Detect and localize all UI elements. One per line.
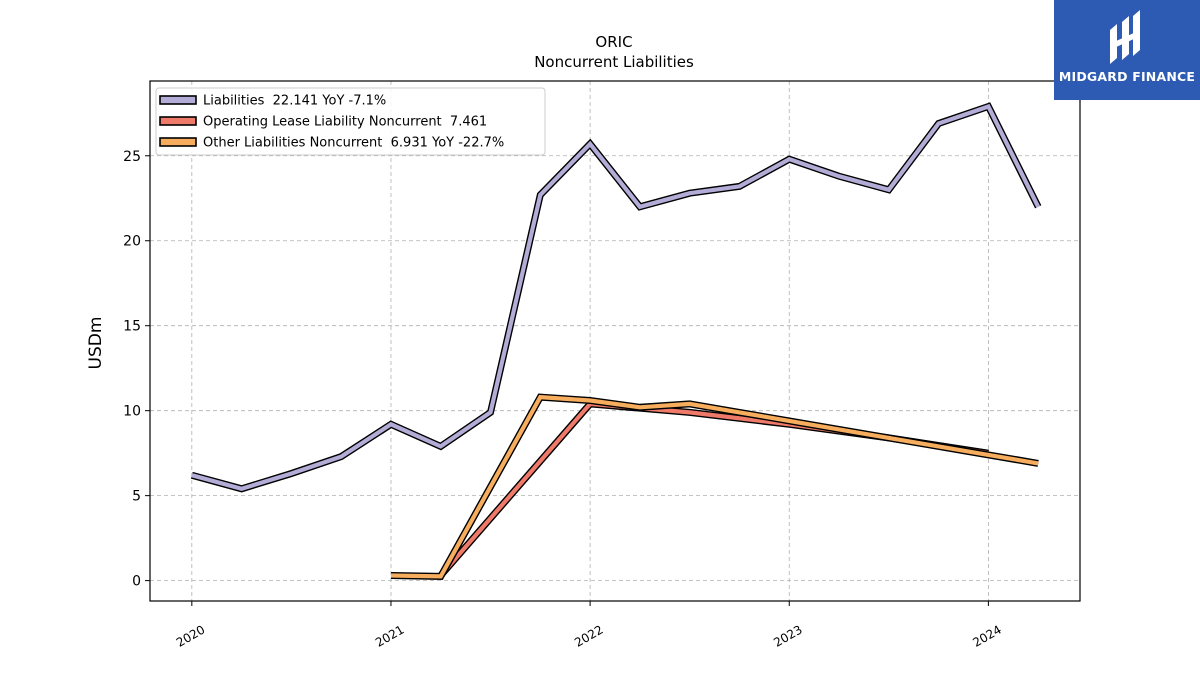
grid-lines bbox=[150, 81, 1080, 601]
legend-label: Other Liabilities Noncurrent 6.931 YoY -… bbox=[203, 136, 504, 151]
legend-entry: Operating Lease Liability Noncurrent 7.4… bbox=[159, 115, 487, 130]
y-tick-label: 10 bbox=[123, 404, 141, 420]
y-tick-label: 20 bbox=[123, 234, 141, 250]
legend-swatch bbox=[159, 116, 197, 126]
x-tick-label: 2024 bbox=[970, 622, 1003, 649]
legend-label: Liabilities 22.141 YoY -7.1% bbox=[203, 94, 386, 109]
y-tick-label: 0 bbox=[132, 574, 141, 590]
legend-swatch bbox=[159, 95, 197, 105]
legend-box bbox=[155, 87, 546, 156]
legend-label: Operating Lease Liability Noncurrent 7.4… bbox=[203, 115, 487, 130]
series-line-fill bbox=[191, 103, 1041, 491]
y-axis-ticks: 0 5 10 15 20 25 bbox=[123, 149, 150, 590]
y-tick-label: 15 bbox=[123, 319, 141, 335]
series-line-fill bbox=[390, 394, 1039, 579]
x-axis-ticks: 2020 2021 2022 2023 2024 bbox=[174, 601, 1004, 650]
x-tick-label: 2021 bbox=[373, 622, 406, 649]
plot-frame bbox=[149, 80, 1081, 602]
midgard-logo-icon bbox=[1110, 10, 1140, 64]
series-line-outline bbox=[390, 393, 1039, 580]
x-tick-label: 2020 bbox=[174, 622, 207, 649]
chart-subtitle: Noncurrent Liabilities bbox=[534, 53, 694, 71]
series-line-outline bbox=[190, 102, 1042, 493]
y-axis-label: USDm bbox=[86, 317, 106, 370]
legend-entry: Liabilities 22.141 YoY -7.1% bbox=[159, 94, 386, 109]
y-tick-label: 5 bbox=[132, 489, 141, 505]
x-tick-label: 2022 bbox=[572, 622, 605, 649]
brand-name: MIDGARD FINANCE bbox=[1058, 69, 1196, 84]
legend-swatch bbox=[159, 137, 197, 147]
y-tick-label: 25 bbox=[123, 149, 141, 165]
series-line bbox=[190, 102, 1042, 493]
brand-logo: MIDGARD FINANCE bbox=[1054, 0, 1200, 100]
legend: Liabilities 22.141 YoY -7.1% Operating Le… bbox=[155, 87, 546, 156]
chart-title: ORIC bbox=[595, 33, 632, 51]
legend-entry: Other Liabilities Noncurrent 6.931 YoY -… bbox=[159, 136, 504, 151]
series-line bbox=[390, 393, 1039, 580]
series-lines bbox=[190, 102, 1042, 580]
x-tick-label: 2023 bbox=[771, 622, 804, 649]
